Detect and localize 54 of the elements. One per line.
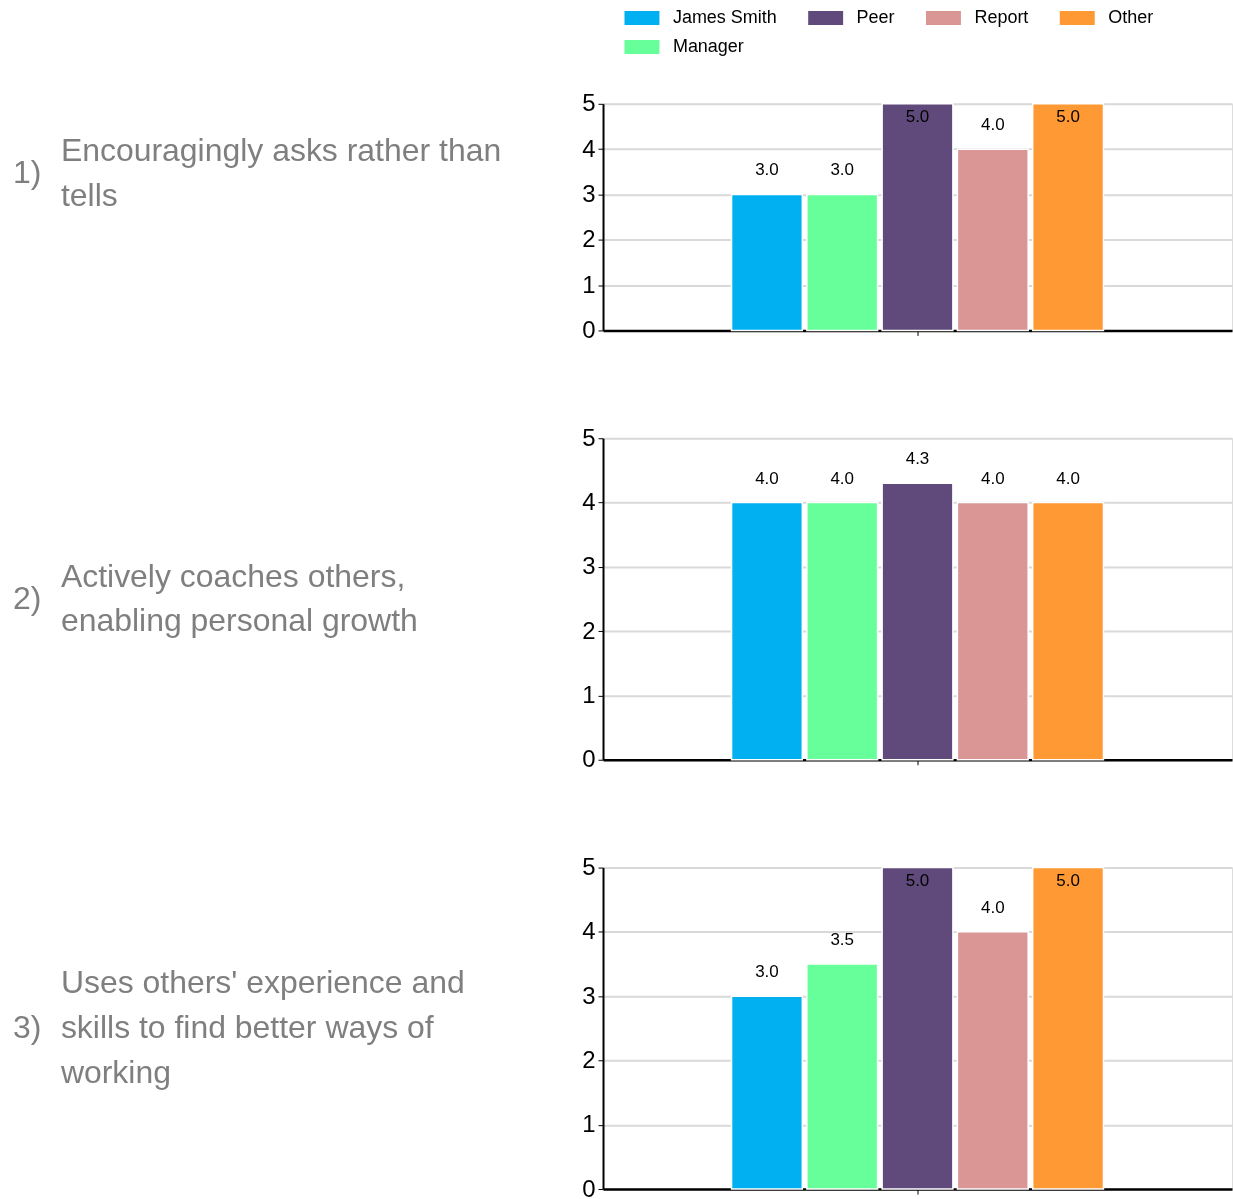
bar [881, 866, 954, 1190]
data-label: 4.0 [755, 468, 779, 488]
data-label: 5.0 [1056, 106, 1080, 126]
y-tick-label: 3 [582, 179, 596, 207]
data-label: 5.0 [905, 870, 930, 890]
text: 3) [12, 1009, 42, 1046]
legend-label: Report [974, 6, 1029, 27]
legend-label: Peer [856, 6, 895, 27]
y-tick-label: 4 [582, 134, 596, 162]
data-label: 3.5 [830, 930, 855, 950]
bar [806, 963, 879, 1190]
y-tick-label: 4 [582, 917, 596, 945]
y-tick-label: 5 [582, 423, 596, 451]
data-label: 3.0 [830, 160, 855, 180]
bar [956, 931, 1029, 1190]
bar [881, 103, 954, 332]
y-tick-label: 2 [582, 1045, 596, 1073]
data-label: 4.0 [981, 115, 1005, 135]
legend-label: James Smith [672, 6, 777, 27]
data-label: 3.0 [755, 160, 779, 180]
text: Encouragingly asks rather than tells [60, 131, 502, 213]
data-label: 5.0 [905, 106, 930, 126]
data-label: 4.0 [981, 897, 1005, 917]
bar [1031, 103, 1105, 332]
bar [1031, 866, 1105, 1190]
text: 2) [12, 579, 42, 616]
data-label: 4.3 [905, 449, 930, 469]
y-tick-label: 1 [582, 680, 596, 708]
data-label: 4.0 [830, 468, 855, 488]
bar [956, 148, 1029, 332]
legend-label: Manager [672, 35, 744, 56]
data-label: 3.0 [755, 962, 779, 982]
y-tick-label: 5 [582, 89, 596, 117]
y-tick-label: 1 [582, 1110, 596, 1138]
y-tick-label: 2 [582, 225, 596, 253]
y-tick-label: 2 [582, 616, 596, 644]
data-label: 4.0 [1056, 468, 1080, 488]
data-label: 4.0 [981, 468, 1005, 488]
y-tick-label: 1 [582, 270, 596, 298]
y-tick-label: 0 [582, 315, 596, 343]
y-tick-label: 0 [582, 745, 596, 773]
y-tick-label: 3 [582, 981, 596, 1009]
data-label: 5.0 [1056, 870, 1080, 890]
legend-label: Other [1108, 6, 1154, 27]
y-tick-label: 5 [582, 853, 596, 881]
bar [730, 193, 804, 332]
y-tick-label: 4 [582, 488, 596, 516]
bar [806, 193, 879, 332]
y-tick-label: 3 [582, 552, 596, 580]
y-tick-label: 0 [582, 1174, 596, 1199]
bar [730, 995, 804, 1190]
text: 1) [12, 154, 42, 191]
text: Actively coaches others, enabling personal growth [60, 557, 418, 639]
text: Uses others' experience and skills to find better ways of working [59, 964, 465, 1091]
